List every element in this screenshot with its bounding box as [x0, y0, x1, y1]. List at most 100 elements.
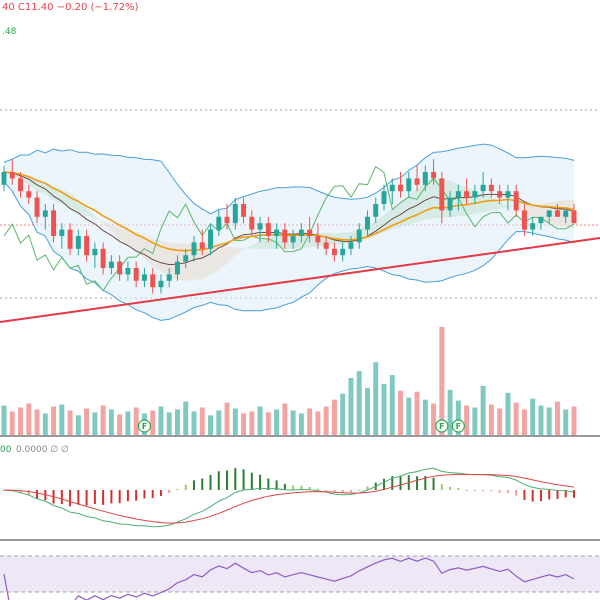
candle-body [348, 242, 354, 249]
volume-bar [42, 413, 48, 435]
macd-bar [102, 490, 105, 505]
candle-body [257, 223, 263, 230]
macd-bar [168, 490, 171, 494]
candle-body [42, 210, 48, 217]
volume-bar [282, 403, 288, 435]
lagging-span [3, 165, 575, 292]
macd-bar [209, 474, 212, 490]
volume-bar [166, 412, 172, 435]
macd-bar [539, 490, 542, 502]
candle-body [208, 229, 213, 249]
macd-bar [267, 478, 270, 490]
rsi-line [3, 557, 575, 600]
macd-bar [77, 490, 80, 505]
ohlc-readout: 40 C11.40 −0.20 (−1.72%) [2, 2, 139, 13]
macd-bar [176, 488, 179, 490]
macd-bar [308, 486, 311, 490]
volume-bar [546, 407, 552, 435]
macd-bar [283, 483, 286, 490]
candle-body [331, 248, 337, 256]
candle-body [51, 210, 57, 236]
macd-bar [449, 486, 452, 490]
volume-bar [1, 405, 7, 435]
candle-body [538, 216, 544, 224]
volume-bar [257, 406, 263, 435]
indicator-overlays [3, 143, 575, 321]
volume-bar [241, 413, 247, 435]
volume-bar [348, 378, 354, 435]
volume-bar [530, 398, 536, 435]
candle-body [133, 268, 139, 281]
volume-bar [431, 403, 437, 435]
macd-bar [424, 476, 427, 490]
volume-bar [455, 400, 461, 435]
candle-body [158, 280, 164, 288]
volume-bar [414, 391, 420, 435]
candle-body [183, 255, 189, 262]
macd-bar [250, 472, 253, 490]
candle-body [1, 172, 7, 185]
candle-body [447, 197, 453, 211]
macd-bar [473, 490, 476, 491]
volume-bar [232, 408, 238, 435]
volume-bar [199, 407, 205, 435]
volume-bar [298, 413, 304, 435]
macd-bar [457, 487, 460, 490]
macd-bar [275, 480, 278, 490]
macd-bar [300, 485, 303, 490]
volume-bar [92, 412, 98, 435]
candle-body [571, 210, 577, 224]
candle-body [480, 184, 486, 192]
macd-bar [416, 476, 419, 490]
volume-bar [464, 405, 470, 435]
macd-bar [69, 490, 72, 507]
candle-body [298, 229, 304, 236]
volume-bar [249, 411, 255, 435]
ma-orange [3, 171, 575, 252]
candle-body [521, 210, 527, 230]
rsi-pane [0, 555, 600, 600]
macd-bar [292, 485, 295, 490]
indicator-readout: .48 [2, 27, 17, 37]
fundamental-marker-label: F [439, 422, 444, 431]
candle-body [398, 184, 403, 192]
candle-body [389, 184, 395, 192]
volume-bar [447, 389, 453, 435]
candle-body [75, 236, 81, 249]
macd-bar [193, 480, 195, 490]
volume-bar [422, 399, 428, 435]
price-pane [0, 109, 600, 323]
candle-body [265, 223, 271, 236]
volume-bar [406, 397, 412, 435]
volume-bar [274, 409, 280, 435]
volume-bar [323, 406, 329, 435]
macd-line [3, 467, 575, 528]
macd-bar [110, 490, 113, 504]
macd-bar [564, 490, 567, 498]
volume-bar [365, 387, 370, 435]
macd-histogram [3, 467, 575, 528]
candle-body [224, 216, 230, 224]
candle-body [455, 191, 461, 198]
volume-bar [315, 411, 321, 435]
candle-body [150, 274, 156, 288]
macd-bar [523, 490, 526, 501]
macd-bar [226, 470, 229, 490]
volume-bar [488, 404, 494, 435]
volume-bar [9, 411, 15, 435]
volume-bar [133, 407, 139, 435]
macd-bar [506, 490, 509, 493]
macd-bar [515, 490, 518, 496]
volume-bar [439, 326, 445, 435]
volume-bar [373, 362, 379, 435]
fundamental-marker [137, 419, 152, 433]
volume-bar [398, 390, 403, 435]
volume-bar [538, 405, 544, 435]
macd-bar [234, 468, 237, 490]
volume-bar [75, 415, 81, 435]
candle-body [274, 229, 280, 236]
support-trendline [0, 237, 600, 323]
macd-bar [391, 476, 394, 490]
candle-body [26, 191, 32, 198]
